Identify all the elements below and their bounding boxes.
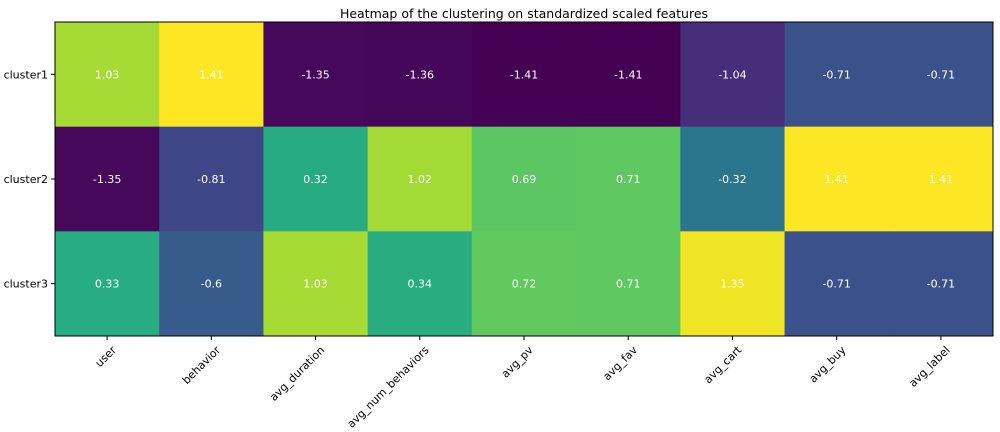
y-axis: cluster1 cluster2 cluster3 — [4, 68, 55, 291]
cell-value-label: 0.72 — [512, 278, 537, 291]
cell-value-label: 0.34 — [408, 278, 433, 291]
heatmap-cell — [784, 231, 890, 337]
heatmap-cell — [263, 22, 369, 128]
x-axis: user behavior avg_duration avg_num_behavior… — [93, 336, 953, 430]
heatmap-cell — [471, 126, 577, 232]
heatmap-cell — [159, 231, 264, 337]
heatmap-cell — [471, 22, 577, 128]
heatmap-cell — [784, 126, 890, 232]
cell-value-label: -0.32 — [718, 173, 746, 186]
x-tick-label: behavior — [180, 343, 224, 387]
cell-value-label: 1.41 — [929, 173, 954, 186]
y-tick-label: cluster3 — [4, 278, 48, 291]
x-tick-label: avg_cart — [702, 343, 745, 386]
heatmap-cell — [159, 126, 264, 232]
cell-value-label: -1.36 — [406, 68, 434, 81]
x-tick-label: avg_fav — [601, 343, 641, 383]
x-tick-label: avg_duration — [267, 344, 327, 404]
x-tick-label: avg_buy — [807, 343, 849, 385]
heatmap-cell — [680, 231, 786, 337]
heatmap-cell — [680, 126, 786, 232]
heatmap-cells — [55, 22, 994, 337]
cell-value-label: 1.41 — [199, 68, 224, 81]
heatmap-cell — [888, 231, 994, 337]
cell-value-label: 1.35 — [720, 278, 745, 291]
cell-value-label: -0.71 — [927, 278, 955, 291]
x-tick-label: user — [93, 343, 119, 369]
heatmap-cell — [576, 126, 681, 232]
cell-value-label: -1.41 — [510, 68, 538, 81]
heatmap-cell — [263, 126, 369, 232]
cell-value-label: -1.41 — [614, 68, 642, 81]
cell-value-label: 0.69 — [512, 173, 537, 186]
cell-value-label: 1.03 — [95, 68, 120, 81]
cell-value-label: -0.6 — [201, 278, 222, 291]
x-tick-label: avg_label — [906, 344, 952, 390]
heatmap-cell — [576, 231, 681, 337]
cell-value-label: 0.33 — [95, 278, 120, 291]
heatmap-cell — [888, 126, 994, 232]
x-tick-label: avg_pv — [499, 343, 536, 380]
heatmap-cell — [888, 22, 994, 128]
heatmap-cell — [680, 22, 786, 128]
heatmap-cell — [367, 231, 473, 337]
cell-value-label: 0.71 — [616, 173, 641, 186]
cell-value-label: -1.35 — [301, 68, 329, 81]
heatmap-cell — [367, 22, 473, 128]
heatmap-cell — [55, 126, 160, 232]
heatmap-cell — [367, 126, 473, 232]
cell-value-label: 1.03 — [303, 278, 328, 291]
cell-value-label: -0.71 — [822, 278, 850, 291]
cell-value-label: 1.41 — [824, 173, 849, 186]
cell-value-label: -0.81 — [197, 173, 225, 186]
cell-value-label: -1.04 — [718, 68, 746, 81]
y-tick-label: cluster1 — [4, 68, 48, 81]
y-tick-label: cluster2 — [4, 173, 48, 186]
cell-value-label: -1.35 — [93, 173, 121, 186]
cell-value-label: 1.02 — [408, 173, 433, 186]
cell-value-label: -0.71 — [927, 68, 955, 81]
chart-title: Heatmap of the clustering on standardize… — [340, 6, 708, 21]
heatmap-cell — [263, 231, 369, 337]
heatmap-cell — [471, 231, 577, 337]
cell-value-labels: 1.03 1.41 -1.35 -1.36 -1.41 -1.41 -1.04 -0.71 -0… — [93, 68, 955, 290]
heatmap-cell — [159, 22, 264, 128]
heatmap-cell — [784, 22, 890, 128]
heatmap-cell — [576, 22, 681, 128]
heatmap-cell — [55, 22, 160, 128]
cell-value-label: 0.71 — [616, 278, 641, 291]
heatmap-cell — [55, 231, 160, 337]
cell-value-label: -0.71 — [822, 68, 850, 81]
x-tick-label: avg_num_behaviors — [345, 343, 432, 428]
cell-value-label: 0.32 — [303, 173, 328, 186]
